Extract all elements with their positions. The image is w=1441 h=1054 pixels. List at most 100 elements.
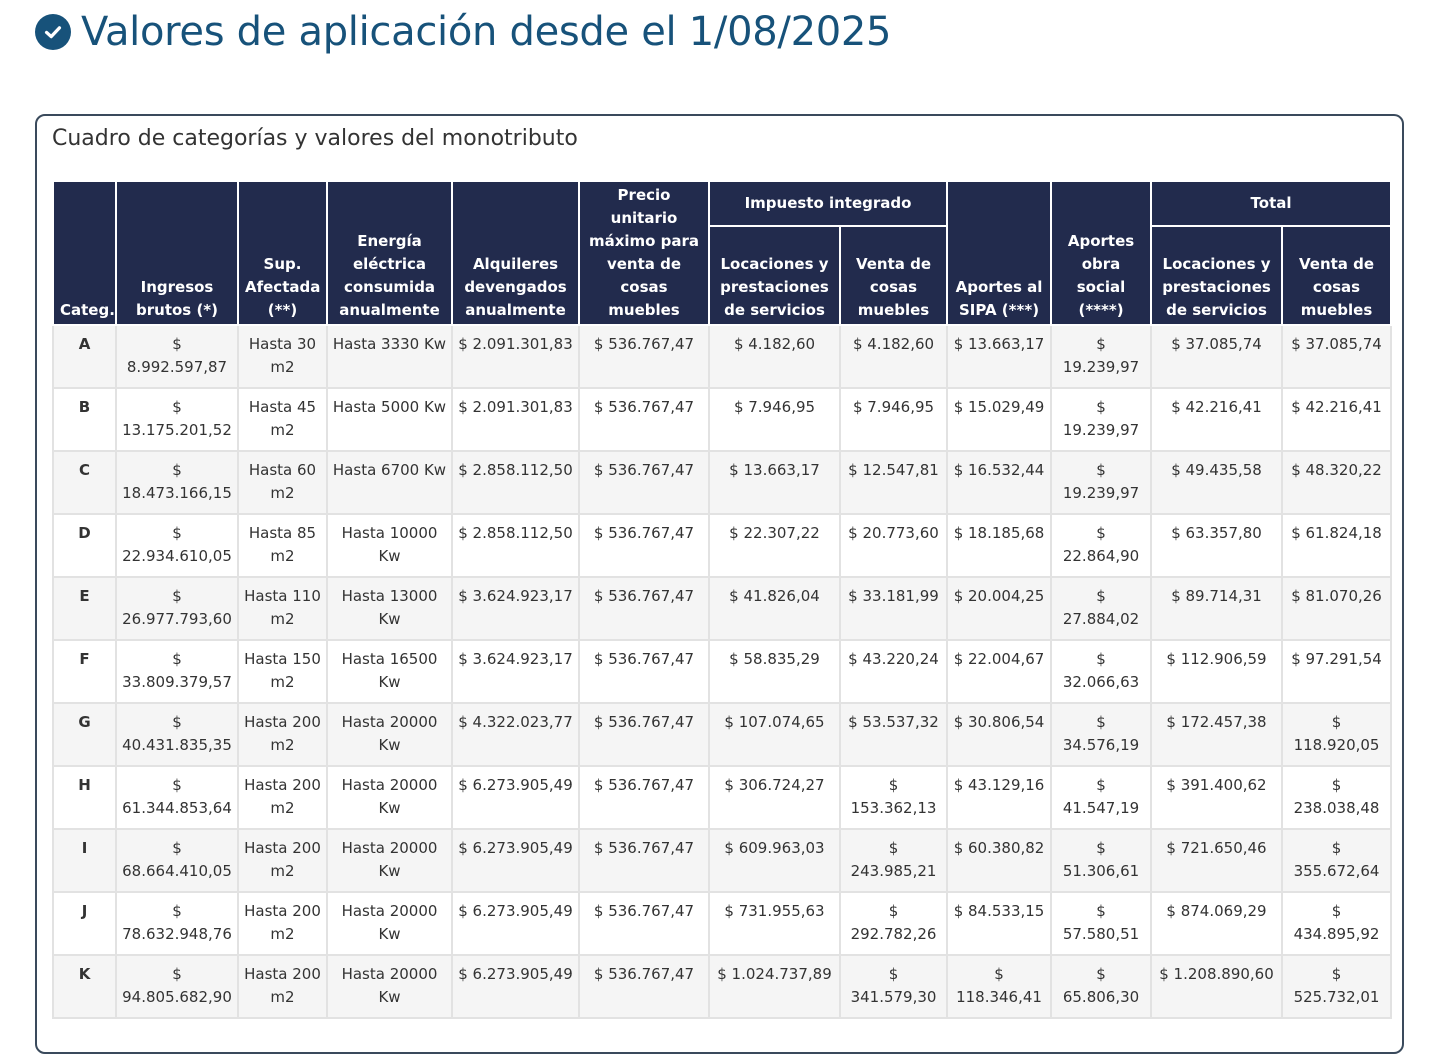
cell-impuesto-venta: $ 243.985,21	[838, 828, 949, 893]
cell-ingresos: $ 94.805.682,90	[115, 954, 239, 1019]
cell-alquileres: $ 3.624.923,17	[451, 639, 580, 704]
cell-impuesto-locaciones: $ 306.724,27	[708, 765, 841, 830]
cell-sipa: $ 16.532,44	[946, 450, 1053, 515]
header-total-venta: Venta de cosas muebles	[1281, 224, 1393, 327]
categories-table: Categ. Ingresos brutos (*) Sup. Afectada…	[52, 180, 1393, 1019]
cell-total-venta: $ 61.824,18	[1281, 513, 1393, 578]
cell-total-locaciones: $ 42.216,41	[1150, 387, 1284, 452]
cell-energia: Hasta 20000 Kw	[326, 702, 453, 767]
cell-total-locaciones: $ 721.650,46	[1150, 828, 1284, 893]
cell-categ: I	[52, 828, 117, 893]
cell-impuesto-venta: $ 341.579,30	[838, 954, 949, 1019]
cell-ingresos: $ 13.175.201,52	[115, 387, 239, 452]
cell-superficie: Hasta 200 m2	[237, 828, 328, 893]
cell-obra-social: $ 57.580,51	[1050, 891, 1153, 956]
cell-impuesto-venta: $ 153.362,13	[838, 765, 949, 830]
cell-categ: G	[52, 702, 117, 767]
cell-impuesto-venta: $ 33.181,99	[838, 576, 949, 641]
cell-obra-social: $ 19.239,97	[1050, 324, 1153, 389]
cell-impuesto-locaciones: $ 41.826,04	[708, 576, 841, 641]
cell-superficie: Hasta 30 m2	[237, 324, 328, 389]
cell-obra-social: $ 41.547,19	[1050, 765, 1153, 830]
cell-precio-unitario: $ 536.767,47	[578, 324, 710, 389]
categories-panel: Cuadro de categorías y valores del monot…	[35, 114, 1404, 1054]
header-impuesto-locaciones: Locaciones y prestaciones de servicios	[708, 224, 841, 327]
table-row: I $ 68.664.410,05 Hasta 200 m2 Hasta 20000 …	[52, 828, 1393, 893]
cell-precio-unitario: $ 536.767,47	[578, 513, 710, 578]
cell-total-venta: $ 37.085,74	[1281, 324, 1393, 389]
cell-superficie: Hasta 45 m2	[237, 387, 328, 452]
cell-impuesto-locaciones: $ 13.663,17	[708, 450, 841, 515]
cell-obra-social: $ 34.576,19	[1050, 702, 1153, 767]
cell-total-locaciones: $ 112.906,59	[1150, 639, 1284, 704]
cell-impuesto-venta: $ 7.946,95	[838, 387, 949, 452]
header-precio-unitario: Precio unitario máximo para venta de cos…	[578, 180, 710, 326]
cell-total-locaciones: $ 1.208.890,60	[1150, 954, 1284, 1019]
cell-sipa: $ 18.185,68	[946, 513, 1053, 578]
cell-precio-unitario: $ 536.767,47	[578, 576, 710, 641]
cell-sipa: $ 15.029,49	[946, 387, 1053, 452]
cell-impuesto-locaciones: $ 107.074,65	[708, 702, 841, 767]
cell-energia: Hasta 20000 Kw	[326, 891, 453, 956]
cell-obra-social: $ 27.884,02	[1050, 576, 1153, 641]
cell-categ: J	[52, 891, 117, 956]
cell-ingresos: $ 8.992.597,87	[115, 324, 239, 389]
header-ingresos: Ingresos brutos (*)	[115, 180, 239, 326]
table-row: K $ 94.805.682,90 Hasta 200 m2 Hasta 20000 …	[52, 954, 1393, 1019]
table-row: G $ 40.431.835,35 Hasta 200 m2 Hasta 20000 …	[52, 702, 1393, 767]
cell-sipa: $ 84.533,15	[946, 891, 1053, 956]
header-obra-social: Aportes obra social (****)	[1050, 180, 1153, 326]
cell-alquileres: $ 2.091.301,83	[451, 387, 580, 452]
cell-alquileres: $ 6.273.905,49	[451, 891, 580, 956]
cell-superficie: Hasta 200 m2	[237, 765, 328, 830]
cell-total-locaciones: $ 874.069,29	[1150, 891, 1284, 956]
cell-impuesto-locaciones: $ 1.024.737,89	[708, 954, 841, 1019]
cell-precio-unitario: $ 536.767,47	[578, 702, 710, 767]
cell-superficie: Hasta 200 m2	[237, 891, 328, 956]
cell-impuesto-locaciones: $ 4.182,60	[708, 324, 841, 389]
cell-obra-social: $ 22.864,90	[1050, 513, 1153, 578]
cell-total-locaciones: $ 49.435,58	[1150, 450, 1284, 515]
cell-obra-social: $ 32.066,63	[1050, 639, 1153, 704]
cell-ingresos: $ 18.473.166,15	[115, 450, 239, 515]
cell-ingresos: $ 26.977.793,60	[115, 576, 239, 641]
table-row: D $ 22.934.610,05 Hasta 85 m2 Hasta 10000 K…	[52, 513, 1393, 578]
cell-ingresos: $ 33.809.379,57	[115, 639, 239, 704]
cell-sipa: $ 60.380,82	[946, 828, 1053, 893]
cell-alquileres: $ 6.273.905,49	[451, 765, 580, 830]
cell-precio-unitario: $ 536.767,47	[578, 387, 710, 452]
header-impuesto-venta: Venta de cosas muebles	[838, 224, 949, 327]
cell-impuesto-locaciones: $ 22.307,22	[708, 513, 841, 578]
cell-energia: Hasta 10000 Kw	[326, 513, 453, 578]
cell-energia: Hasta 3330 Kw	[326, 324, 453, 389]
cell-total-venta: $ 525.732,01	[1281, 954, 1393, 1019]
cell-sipa: $ 43.129,16	[946, 765, 1053, 830]
cell-impuesto-venta: $ 20.773,60	[838, 513, 949, 578]
cell-alquileres: $ 4.322.023,77	[451, 702, 580, 767]
cell-precio-unitario: $ 536.767,47	[578, 639, 710, 704]
cell-energia: Hasta 20000 Kw	[326, 954, 453, 1019]
header-categ: Categ.	[52, 180, 117, 326]
cell-total-venta: $ 355.672,64	[1281, 828, 1393, 893]
cell-superficie: Hasta 200 m2	[237, 954, 328, 1019]
cell-alquileres: $ 6.273.905,49	[451, 828, 580, 893]
cell-precio-unitario: $ 536.767,47	[578, 765, 710, 830]
cell-categ: A	[52, 324, 117, 389]
table-row: B $ 13.175.201,52 Hasta 45 m2 Hasta 5000 Kw…	[52, 387, 1393, 452]
cell-sipa: $ 20.004,25	[946, 576, 1053, 641]
table-row: J $ 78.632.948,76 Hasta 200 m2 Hasta 20000 …	[52, 891, 1393, 956]
cell-energia: Hasta 20000 Kw	[326, 765, 453, 830]
cell-total-venta: $ 81.070,26	[1281, 576, 1393, 641]
cell-energia: Hasta 5000 Kw	[326, 387, 453, 452]
cell-impuesto-locaciones: $ 731.955,63	[708, 891, 841, 956]
cell-total-venta: $ 238.038,48	[1281, 765, 1393, 830]
table-row: A $ 8.992.597,87 Hasta 30 m2 Hasta 3330 Kw $…	[52, 324, 1393, 389]
cell-superficie: Hasta 200 m2	[237, 702, 328, 767]
cell-ingresos: $ 68.664.410,05	[115, 828, 239, 893]
cell-ingresos: $ 22.934.610,05	[115, 513, 239, 578]
header-superficie: Sup. Afectada (**)	[237, 180, 328, 326]
header-energia: Energía eléctrica consumida anualmente	[326, 180, 453, 326]
cell-obra-social: $ 19.239,97	[1050, 450, 1153, 515]
cell-categ: E	[52, 576, 117, 641]
header-total-locaciones: Locaciones y prestaciones de servicios	[1150, 224, 1284, 327]
